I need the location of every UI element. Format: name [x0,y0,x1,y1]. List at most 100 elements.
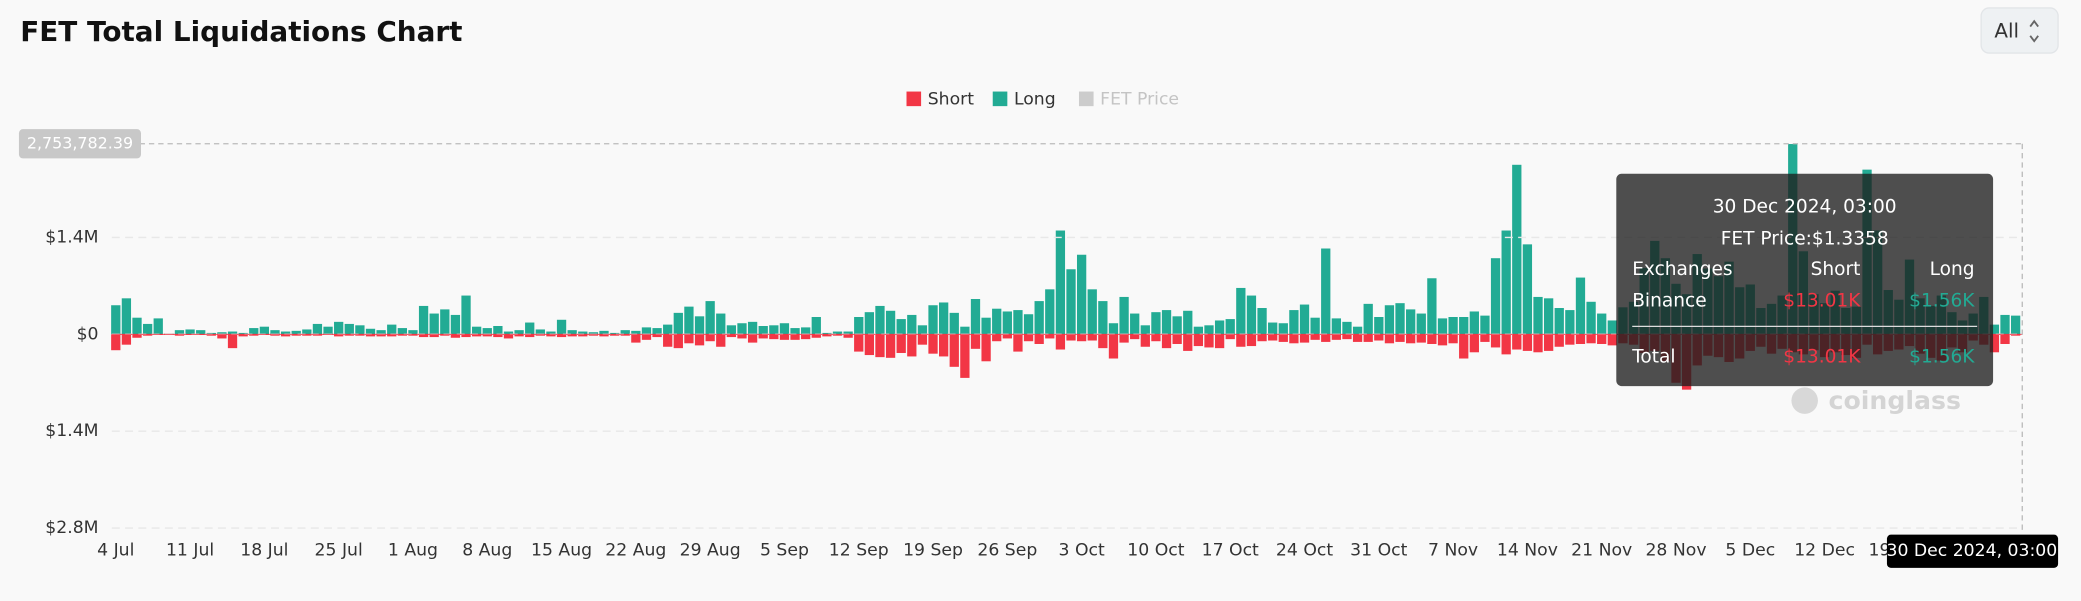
bar [641,334,652,340]
bar [472,334,482,337]
bar [1214,334,1225,349]
bar [769,325,779,335]
bar [1236,334,1246,347]
bar [811,317,821,335]
bar [1437,334,1448,346]
bar [907,314,917,335]
bar [280,331,291,335]
bar [249,334,259,336]
bar [1066,334,1076,341]
bar [535,329,545,335]
bar [344,334,354,336]
bar [1427,334,1437,344]
bar [928,334,938,354]
bar [620,330,630,335]
bar [1257,334,1267,342]
x-tick-label: 29 Aug [680,541,741,561]
bar [716,334,726,347]
tooltip-cell: $13.01K [1783,291,1861,312]
bar [609,332,620,335]
bar [1034,301,1044,335]
bar [1193,334,1204,347]
bar [1384,305,1395,335]
bar [1501,334,1511,355]
bar [1204,334,1214,348]
bar [185,329,195,335]
bar [1130,334,1140,340]
bar [535,334,545,336]
bar [344,323,354,335]
bar [1310,317,1320,335]
bar [631,334,641,343]
bar [970,299,981,335]
bar [546,331,556,335]
bar [472,326,482,335]
bar [365,328,376,335]
bar [142,334,153,336]
bar [1023,314,1034,335]
bar [875,305,885,335]
x-tick-label: 17 Oct [1202,541,1259,561]
bar [111,334,121,351]
bar [1013,334,1023,352]
range-selector[interactable] [1980,7,2059,54]
bar [970,334,981,349]
bar [1278,323,1288,335]
bar [1172,334,1182,344]
bar [832,331,843,335]
bar [1597,313,1607,335]
bar [1140,325,1150,335]
bar [1448,334,1458,344]
bar [1225,334,1235,340]
y-tick-label: $1.4M [45,227,98,247]
bar [1522,244,1533,335]
x-tick-label: 12 Sep [829,541,889,561]
x-tick-label: 1 Aug [388,541,438,561]
bar [1989,324,2000,335]
bar [896,319,906,335]
bar [949,334,959,367]
tooltip-cell: $1.56K [1909,291,1975,312]
bar [726,334,737,338]
bar [811,334,821,338]
legend: Short Long FET Price [906,90,1179,110]
bar [747,321,758,335]
bar [758,334,768,339]
bar [1098,301,1108,335]
tooltip-cell: Binance [1632,291,1706,312]
bar [355,325,365,335]
tooltip-cell: $1.56K [1909,346,1975,367]
bar [1161,310,1172,335]
bar [1416,334,1426,343]
bar [450,314,461,335]
bar [355,334,365,336]
bar [227,334,238,349]
bar [482,334,492,337]
x-tick-label: 19 Sep [903,541,963,561]
bar [1045,334,1055,339]
crosshair-x-label: 30 Dec 2024, 03:00 [1886,541,2057,561]
bar [716,313,726,335]
bar [1183,334,1193,351]
bar [758,325,768,335]
x-tick-label: 7 Nov [1428,541,1478,561]
bar [206,334,216,336]
bar [525,334,535,338]
bar [1533,296,1543,335]
bar [588,334,599,336]
bar [1363,303,1373,335]
bar [259,326,270,335]
bar [238,332,248,335]
bar [1076,334,1087,342]
x-tick-label: 12 Dec [1794,541,1855,561]
bar [609,334,620,336]
bar [418,334,429,338]
bar [1989,334,2000,353]
bar [769,334,779,340]
bar [525,322,535,335]
bar [111,305,121,335]
bar [440,309,450,335]
x-tick-label: 11 Jul [166,541,214,561]
bar [981,334,991,362]
bar [1607,334,1617,346]
